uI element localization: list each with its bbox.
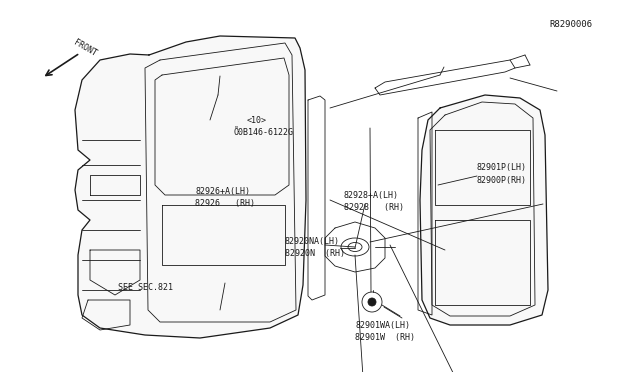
- Polygon shape: [75, 36, 306, 338]
- Text: 82926+A(LH): 82926+A(LH): [195, 187, 250, 196]
- Text: 82926   (RH): 82926 (RH): [195, 199, 255, 208]
- Text: R8290006: R8290006: [549, 20, 592, 29]
- Text: 82928+A(LH): 82928+A(LH): [344, 191, 399, 200]
- Polygon shape: [420, 95, 548, 325]
- Text: 82901P(LH): 82901P(LH): [477, 163, 527, 172]
- Text: 82901WA(LH): 82901WA(LH): [355, 321, 410, 330]
- Circle shape: [368, 298, 376, 306]
- Text: SEE SEC.821: SEE SEC.821: [118, 283, 173, 292]
- Text: 82920NA(LH): 82920NA(LH): [285, 237, 340, 246]
- Text: 82928   (RH): 82928 (RH): [344, 203, 404, 212]
- Text: FRONT: FRONT: [72, 38, 98, 58]
- Text: Õ0B146-6122G: Õ0B146-6122G: [234, 128, 294, 137]
- Text: 82900P(RH): 82900P(RH): [477, 176, 527, 185]
- Text: <10>: <10>: [246, 116, 266, 125]
- Text: 82920N  (RH): 82920N (RH): [285, 249, 345, 258]
- Text: 82901W  (RH): 82901W (RH): [355, 333, 415, 342]
